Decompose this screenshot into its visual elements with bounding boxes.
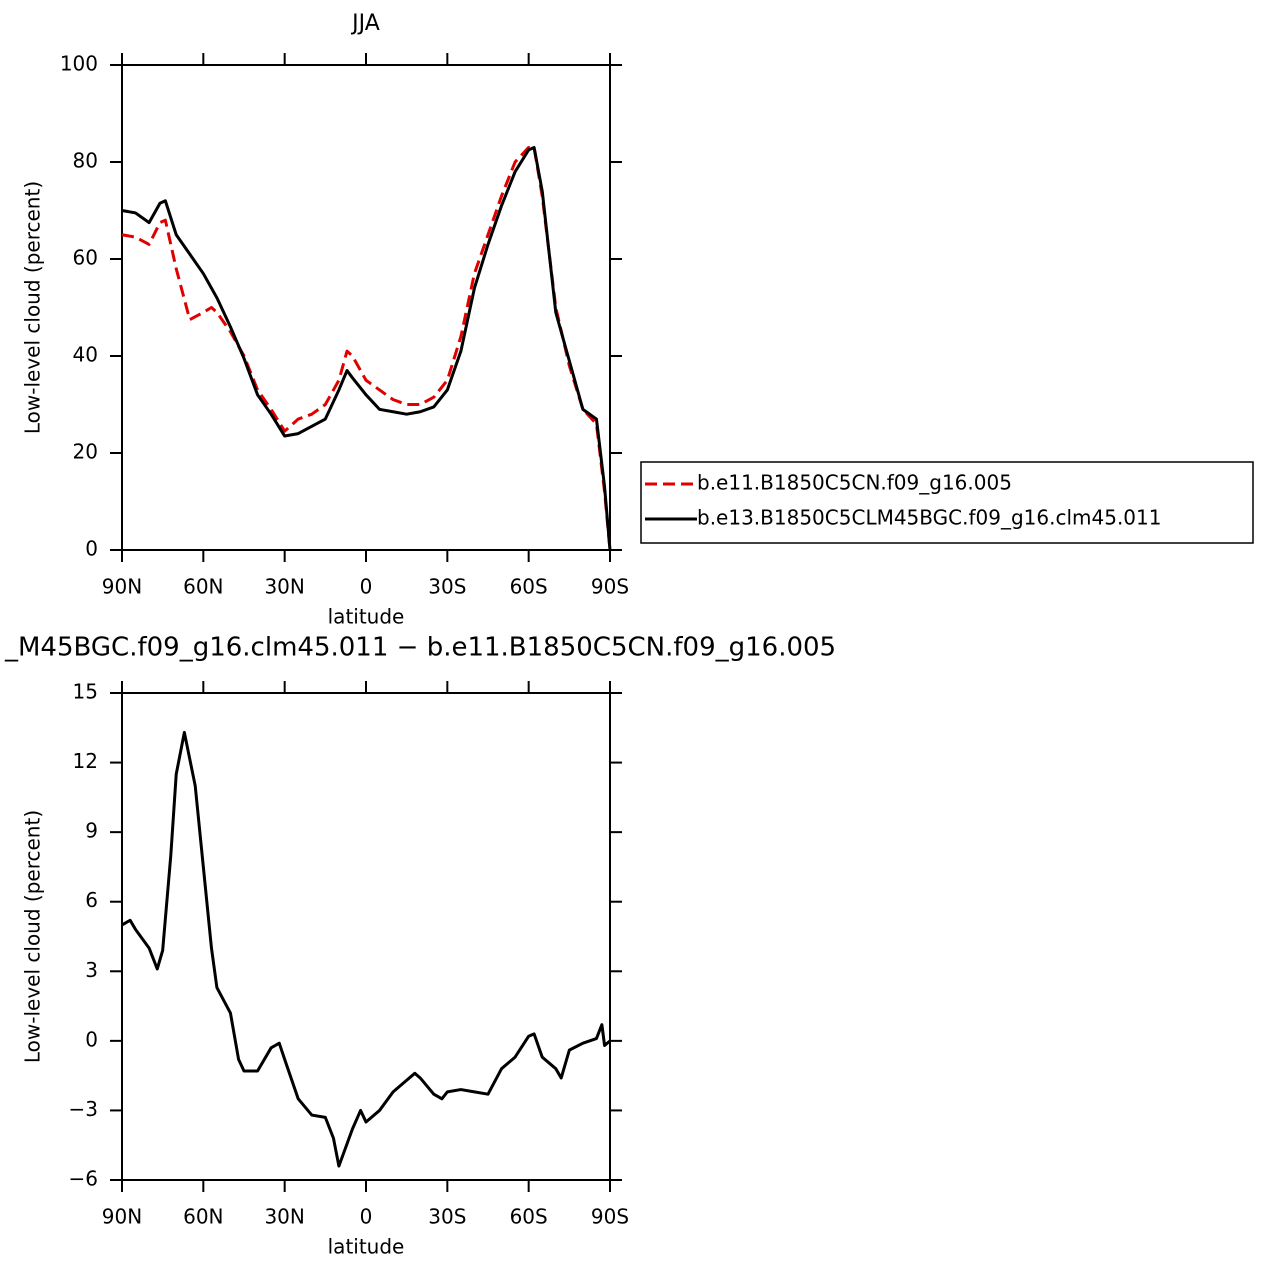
plot-frame bbox=[121, 692, 611, 1181]
y-tick-label: 3 bbox=[85, 958, 98, 982]
data-line bbox=[121, 730, 611, 1168]
y-tick-label: 6 bbox=[85, 888, 98, 912]
x-tick-label: 0 bbox=[360, 575, 373, 599]
y-tick-label: 20 bbox=[73, 440, 98, 464]
y-tick-label: 100 bbox=[60, 52, 98, 76]
x-tick-label: 30N bbox=[264, 575, 304, 599]
x-tick-label: 90N bbox=[102, 575, 142, 599]
y-axis-label: Low-level cloud (percent) bbox=[21, 181, 45, 434]
y-tick-label: 0 bbox=[85, 1027, 98, 1051]
y-tick-label: 40 bbox=[73, 343, 98, 367]
y-tick-label: 15 bbox=[73, 680, 98, 704]
y-tick-label: 12 bbox=[73, 749, 98, 773]
chart-title: JJA bbox=[350, 11, 380, 36]
x-tick-label: 60N bbox=[183, 575, 223, 599]
legend-label: b.e13.B1850C5CLM45BGC.f09_g16.clm45.011 bbox=[697, 506, 1161, 530]
legend: b.e11.B1850C5CN.f09_g16.005 b.e13.B1850C5… bbox=[640, 461, 1254, 544]
y-tick-label: 0 bbox=[85, 537, 98, 561]
x-tick-label: 90S bbox=[591, 1205, 629, 1229]
legend-label: b.e11.B1850C5CN.f09_g16.005 bbox=[697, 471, 1012, 495]
x-tick-label: 0 bbox=[360, 1205, 373, 1229]
plot-frame bbox=[121, 64, 611, 551]
data-line bbox=[121, 145, 612, 551]
x-tick-label: 90S bbox=[591, 575, 629, 599]
y-tick-label: 80 bbox=[73, 149, 98, 173]
x-tick-label: 30S bbox=[428, 1205, 466, 1229]
x-tick-label: 60S bbox=[510, 575, 548, 599]
legend-box bbox=[640, 461, 1254, 544]
chart-title: _M45BGC.f09_g16.clm45.011 − b.e11.B1850C… bbox=[4, 633, 836, 663]
x-tick-label: 60S bbox=[510, 1205, 548, 1229]
y-tick-label: 9 bbox=[85, 819, 98, 843]
y-tick-label: 60 bbox=[73, 246, 98, 270]
x-tick-label: 30N bbox=[264, 1205, 304, 1229]
y-axis-label: Low-level cloud (percent) bbox=[21, 810, 45, 1063]
data-line bbox=[121, 145, 612, 551]
x-tick-label: 90N bbox=[102, 1205, 142, 1229]
y-tick-label: −6 bbox=[69, 1167, 98, 1191]
x-tick-label: 30S bbox=[428, 575, 466, 599]
x-tick-label: 60N bbox=[183, 1205, 223, 1229]
x-axis-label: latitude bbox=[328, 1235, 405, 1259]
y-tick-label: −3 bbox=[69, 1097, 98, 1121]
x-axis-label: latitude bbox=[328, 605, 405, 629]
